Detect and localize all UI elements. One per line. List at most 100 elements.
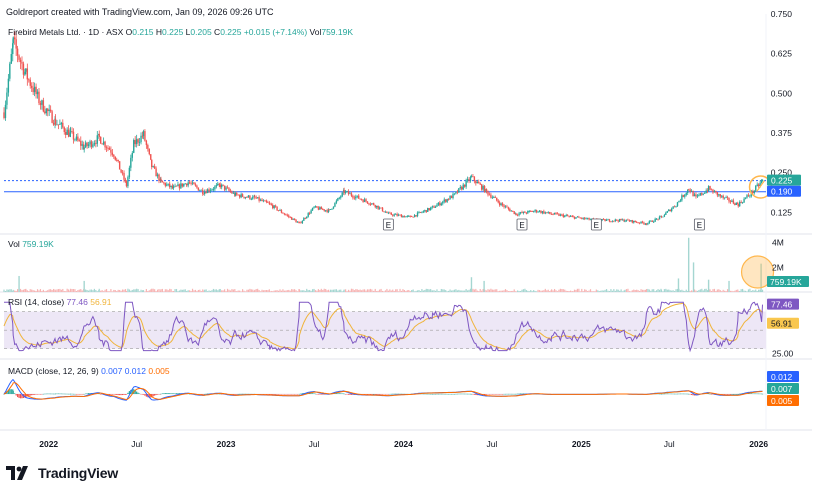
volume-bar [307, 290, 309, 292]
macd-histogram-bar [163, 393, 165, 394]
volume-bar [418, 290, 420, 292]
price-candle-body [268, 202, 271, 204]
price-candle-body [583, 217, 586, 219]
volume-bar [453, 289, 456, 292]
macd-histogram-bar [262, 394, 265, 395]
price-candle-body [493, 197, 495, 198]
volume-bar [415, 290, 417, 292]
macd-histogram-bar [678, 393, 680, 395]
macd-histogram-bar [343, 393, 345, 395]
volume-bar [707, 290, 709, 292]
macd-histogram-bar [134, 390, 136, 394]
price-candle-body [614, 219, 617, 221]
price-candle-body [30, 85, 33, 88]
price-candle-body [208, 189, 210, 192]
tradingview-wordmark: TradingView [38, 465, 119, 481]
volume-bar [752, 290, 754, 292]
price-candle-body [455, 191, 457, 194]
price-candle-body [605, 219, 608, 222]
volume-bar [369, 288, 371, 292]
macd-histogram-bar [759, 393, 761, 395]
macd-histogram-bar [470, 393, 473, 395]
price-candle-body [734, 203, 736, 205]
macd-histogram-bar [291, 394, 293, 395]
macd-histogram-bar [753, 393, 755, 395]
volume-bar [499, 290, 501, 292]
legend-field: Firebird Metals Ltd. · 1D · ASX [8, 27, 126, 37]
volume-bar [62, 288, 64, 292]
macd-histogram-bar [45, 393, 47, 395]
price-candle-body [718, 194, 720, 196]
macd-histogram-bar [350, 394, 353, 395]
macd-histogram-bar [349, 394, 351, 395]
volume-bar [141, 290, 144, 292]
macd-histogram-bar [170, 393, 172, 394]
volume-bar [200, 291, 202, 292]
volume-bar [127, 288, 129, 292]
volume-bar [329, 289, 332, 292]
volume-bar [636, 289, 638, 292]
macd-histogram-bar [200, 394, 202, 395]
volume-bar [504, 289, 507, 292]
price-candle-body [359, 198, 361, 200]
macd-histogram-bar [341, 393, 343, 394]
price-candle-body [402, 216, 404, 218]
earnings-marker-label: E [519, 221, 524, 230]
volume-bar [54, 290, 57, 292]
macd-histogram-bar [319, 394, 321, 395]
volume-bar [564, 289, 566, 292]
macd-histogram-bar [289, 394, 291, 395]
price-candle-body [610, 221, 612, 223]
volume-bar [588, 290, 590, 292]
price-candle-body [737, 204, 739, 207]
macd-histogram-bar [726, 394, 729, 395]
macd-histogram-bar [286, 394, 288, 395]
macd-histogram-bar [138, 393, 141, 395]
volume-bar [761, 289, 764, 292]
macd-histogram-bar [31, 394, 33, 396]
price-candle-body [655, 218, 658, 220]
volume-bar [18, 275, 20, 292]
price-candle-body [513, 211, 515, 214]
volume-bar [208, 290, 210, 292]
price-candle-body [135, 139, 138, 145]
macd-histogram-bar [666, 393, 668, 395]
macd-histogram-bar [277, 394, 280, 395]
price-candle-body [418, 212, 420, 213]
macd-histogram-bar [296, 394, 299, 395]
volume-bar [718, 289, 720, 292]
volume-bar [52, 288, 55, 292]
highlight-trend-line [756, 180, 766, 193]
volume-bar [133, 289, 135, 292]
time-axis-tick: 2025 [572, 439, 591, 449]
volume-bar [713, 288, 716, 292]
price-candle-body [472, 176, 474, 178]
macd-histogram-bar [377, 394, 379, 395]
price-candle-body [144, 131, 146, 141]
volume-bar [666, 289, 668, 292]
price-candle-body [503, 205, 505, 207]
volume-bar [29, 289, 31, 292]
price-candle-body [87, 144, 90, 146]
price-candle-body [658, 216, 661, 220]
tradingview-brand[interactable]: TradingView [6, 463, 118, 483]
macd-histogram-bar [121, 394, 124, 396]
price-candle-body [155, 168, 157, 177]
macd-histogram-bar [316, 394, 318, 395]
macd-histogram-bar [117, 394, 119, 396]
macd-histogram-bar [309, 393, 311, 394]
macd-histogram-bar [493, 394, 495, 395]
volume-bar [221, 290, 223, 292]
macd-histogram-bar [687, 393, 689, 395]
price-candle-body [633, 220, 635, 223]
macd-histogram-bar [422, 393, 424, 395]
price-candle-body [332, 206, 335, 209]
macd-histogram-bar [363, 394, 366, 395]
macd-histogram-bar [491, 394, 493, 395]
price-candle-body [564, 215, 566, 217]
volume-bar [232, 289, 234, 292]
macd-histogram-bar [665, 393, 667, 395]
volume-bar [522, 289, 525, 292]
price-candle-body [365, 199, 367, 202]
